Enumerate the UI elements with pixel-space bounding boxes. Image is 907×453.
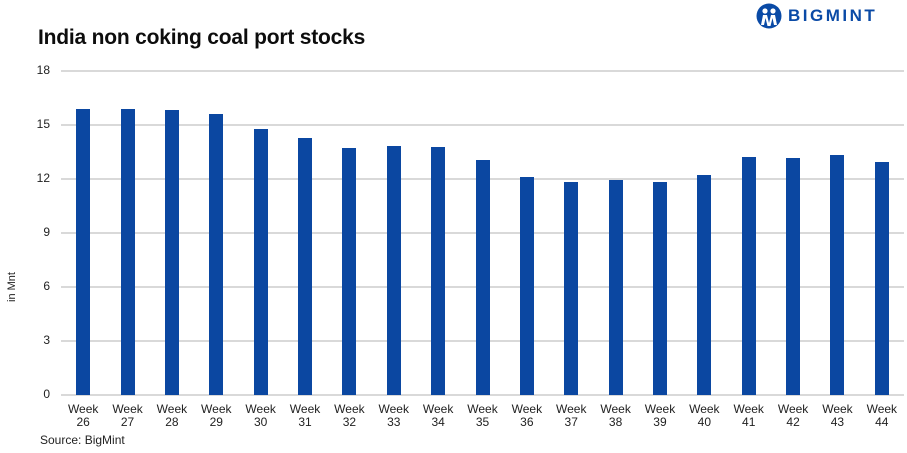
x-tick-label-line: Week <box>245 402 276 416</box>
x-tick-label-line: Week <box>201 402 232 416</box>
x-tick-label: Week 32 <box>327 403 371 429</box>
x-tick-label: Week 36 <box>505 403 549 429</box>
x-tick-label-line: Week <box>777 402 809 416</box>
y-tick-label: 18 <box>36 63 50 77</box>
x-tick-label-line: 27 <box>120 415 135 429</box>
bar <box>519 177 534 395</box>
bar <box>342 148 357 395</box>
bar <box>298 137 313 395</box>
x-tick-label-line: 26 <box>76 415 90 429</box>
x-tick-label: Week 42 <box>771 403 815 429</box>
x-tick-label-line: Week <box>866 402 898 416</box>
x-tick-label-line: Week <box>644 402 676 416</box>
x-tick-label-line: Week <box>467 402 498 416</box>
x-tick-label-line: 36 <box>520 415 534 429</box>
x-tick-label-line: 28 <box>165 415 179 429</box>
bar <box>697 175 712 395</box>
x-tick-label-line: Week <box>67 402 99 416</box>
x-tick-label: Week 39 <box>638 403 682 429</box>
x-tick-label-line: Week <box>556 402 587 416</box>
bar <box>564 181 579 395</box>
bar <box>209 114 224 395</box>
y-axis-title: in Mnt <box>6 272 18 302</box>
x-tick-label-line: 42 <box>786 415 800 429</box>
brand-name: BIGMINT <box>788 6 878 25</box>
bar <box>76 109 91 395</box>
bar <box>431 146 446 395</box>
bigmint-logo-icon <box>756 3 782 29</box>
x-tick-label-line: 35 <box>475 415 490 429</box>
x-tick-label: Week 34 <box>416 403 460 429</box>
x-tick-label-line: 43 <box>830 415 845 429</box>
x-tick-label: Week 31 <box>283 403 327 429</box>
bar <box>253 128 268 395</box>
source-note: Source: BigMint <box>40 433 125 447</box>
gridline <box>61 70 904 72</box>
x-tick-label-line: Week <box>378 402 409 416</box>
bar <box>874 161 889 395</box>
x-tick-label-line: 44 <box>875 415 889 429</box>
bar <box>120 108 135 395</box>
chart-title: India non coking coal port stocks <box>38 26 366 49</box>
x-tick-label: Week 44 <box>860 403 904 429</box>
y-tick-label: 12 <box>36 171 50 185</box>
x-tick-label: Week 27 <box>106 403 150 429</box>
x-tick-label: Week 35 <box>461 403 505 429</box>
x-tick-label-line: Week <box>156 402 188 416</box>
x-tick-label: Week 28 <box>150 403 194 429</box>
x-tick-label-line: Week <box>334 402 365 416</box>
bar <box>608 180 623 395</box>
x-tick-label: Week 37 <box>549 403 593 429</box>
bar <box>386 145 401 395</box>
bar <box>786 157 801 395</box>
x-tick-label-line: Week <box>112 402 143 416</box>
x-tick-label-line: 37 <box>564 415 578 429</box>
x-tick-label-line: Week <box>511 402 543 416</box>
x-tick-label-line: Week <box>733 402 764 416</box>
x-tick-label: Week 41 <box>727 403 771 429</box>
x-tick-label-line: Week <box>289 402 321 416</box>
brand-logo: BIGMINT <box>756 3 877 29</box>
x-tick-label-line: Week <box>822 402 853 416</box>
x-tick-label: Week 40 <box>682 403 726 429</box>
y-tick-label: 9 <box>43 225 50 239</box>
gridline <box>61 394 904 396</box>
x-tick-label-line: 29 <box>209 415 223 429</box>
x-tick-label: Week 38 <box>594 403 638 429</box>
bar <box>652 181 667 395</box>
x-tick-label-line: 31 <box>298 415 312 429</box>
x-tick-label: Week 33 <box>372 403 416 429</box>
x-tick-label-line: 39 <box>653 415 667 429</box>
x-tick-label: Week 43 <box>815 403 859 429</box>
gridline <box>61 124 904 126</box>
y-tick-label: 3 <box>43 333 50 347</box>
x-tick-label-line: 41 <box>742 415 756 429</box>
y-tick-label: 15 <box>36 117 50 131</box>
x-tick-label-line: Week <box>422 402 454 416</box>
x-tick-label-line: 32 <box>342 415 357 429</box>
x-tick-label: Week 26 <box>61 403 105 429</box>
y-tick-label: 0 <box>43 387 50 401</box>
x-tick-label-line: 34 <box>431 415 445 429</box>
bar <box>475 160 490 395</box>
y-tick-label: 6 <box>43 279 50 293</box>
x-tick-label: Week 29 <box>194 403 238 429</box>
x-tick-label-line: 30 <box>253 415 268 429</box>
x-tick-label-line: 40 <box>697 415 711 429</box>
bar <box>741 156 756 395</box>
bar <box>830 155 845 395</box>
x-tick-label-line: 33 <box>387 415 401 429</box>
x-tick-label: Week 30 <box>239 403 283 429</box>
x-tick-label-line: Week <box>600 402 631 416</box>
bar <box>164 110 179 395</box>
x-tick-label-line: 38 <box>608 415 623 429</box>
x-tick-label-line: Week <box>689 402 720 416</box>
